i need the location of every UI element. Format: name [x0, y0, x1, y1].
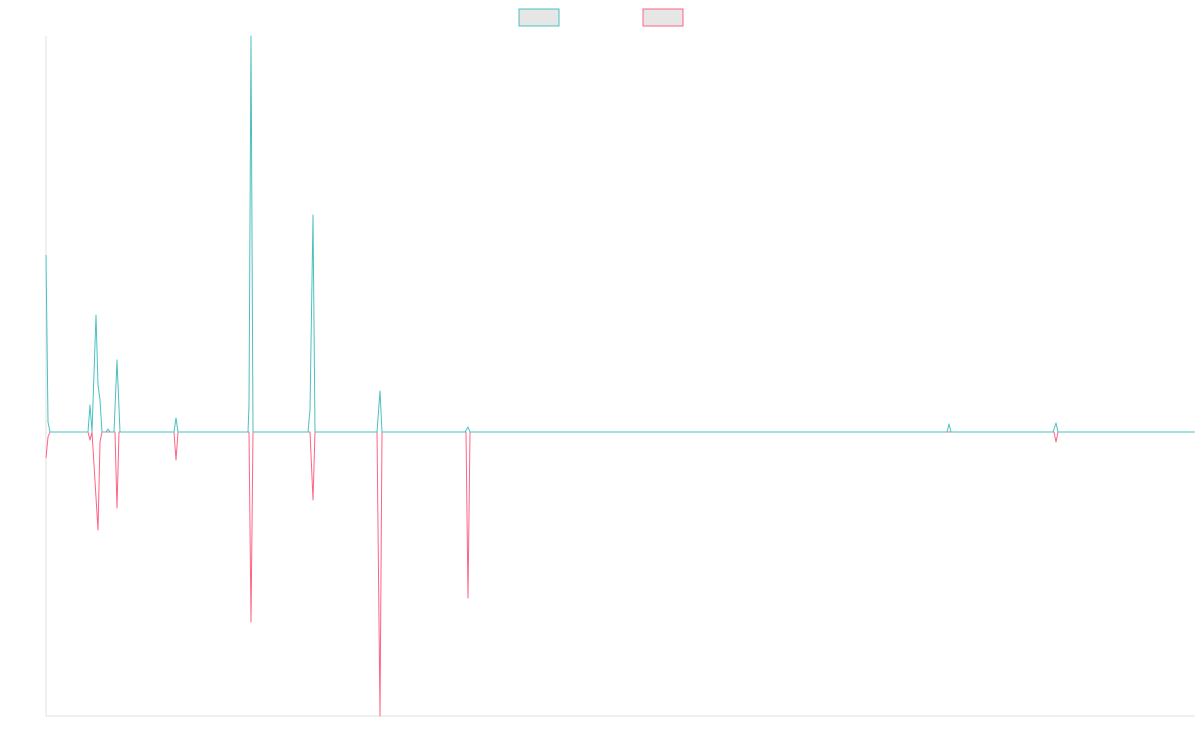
- series-line: [45, 431, 1195, 717]
- series-line: [45, 35, 1195, 433]
- legend-swatch[interactable]: [642, 8, 684, 27]
- legend-swatch[interactable]: [518, 8, 560, 27]
